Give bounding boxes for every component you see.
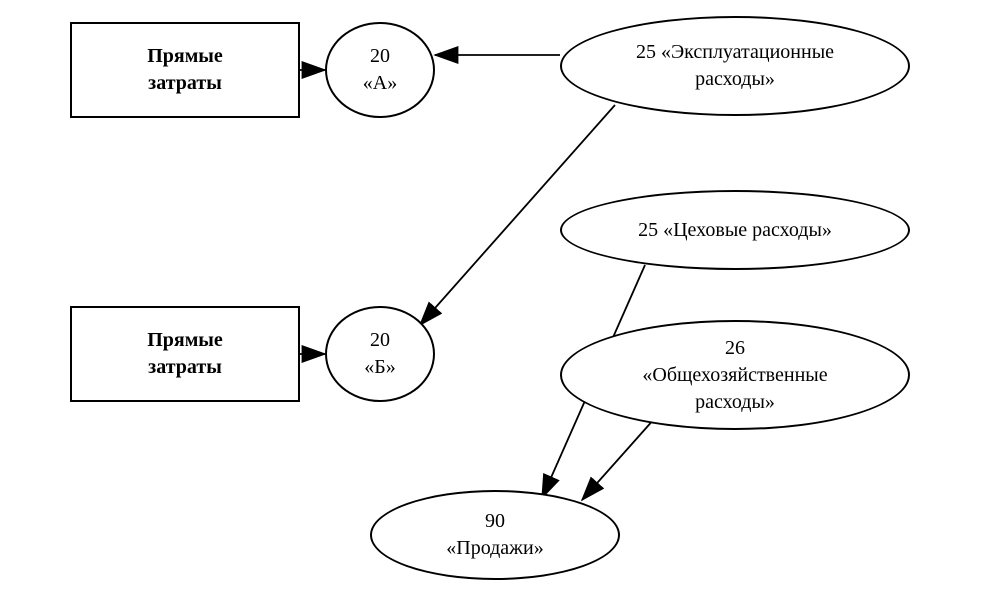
node-label: 20 «А» <box>353 37 407 103</box>
node-ell20b: 20 «Б» <box>325 306 435 402</box>
node-label: 26 «Общехозяйственные расходы» <box>632 329 837 422</box>
node-label: 25 «Эксплуатационные расходы» <box>626 33 844 99</box>
node-label: 25 «Цеховые расходы» <box>628 211 842 250</box>
diagram-canvas: Прямые затраты 20 «А» 25 «Эксплуатационн… <box>0 0 990 616</box>
node-label: Прямые затраты <box>137 321 233 387</box>
node-label: Прямые затраты <box>137 37 233 103</box>
node-ell26: 26 «Общехозяйственные расходы» <box>560 320 910 430</box>
edge-group <box>300 55 655 500</box>
node-label: 90 «Продажи» <box>436 502 553 568</box>
node-ell25c: 25 «Цеховые расходы» <box>560 190 910 270</box>
node-ell90: 90 «Продажи» <box>370 490 620 580</box>
edge-ell26-ell90 <box>582 418 655 500</box>
node-rect2: Прямые затраты <box>70 306 300 402</box>
node-label: 20 «Б» <box>354 321 405 387</box>
node-ell25e: 25 «Эксплуатационные расходы» <box>560 16 910 116</box>
node-ell20a: 20 «А» <box>325 22 435 118</box>
node-rect1: Прямые затраты <box>70 22 300 118</box>
